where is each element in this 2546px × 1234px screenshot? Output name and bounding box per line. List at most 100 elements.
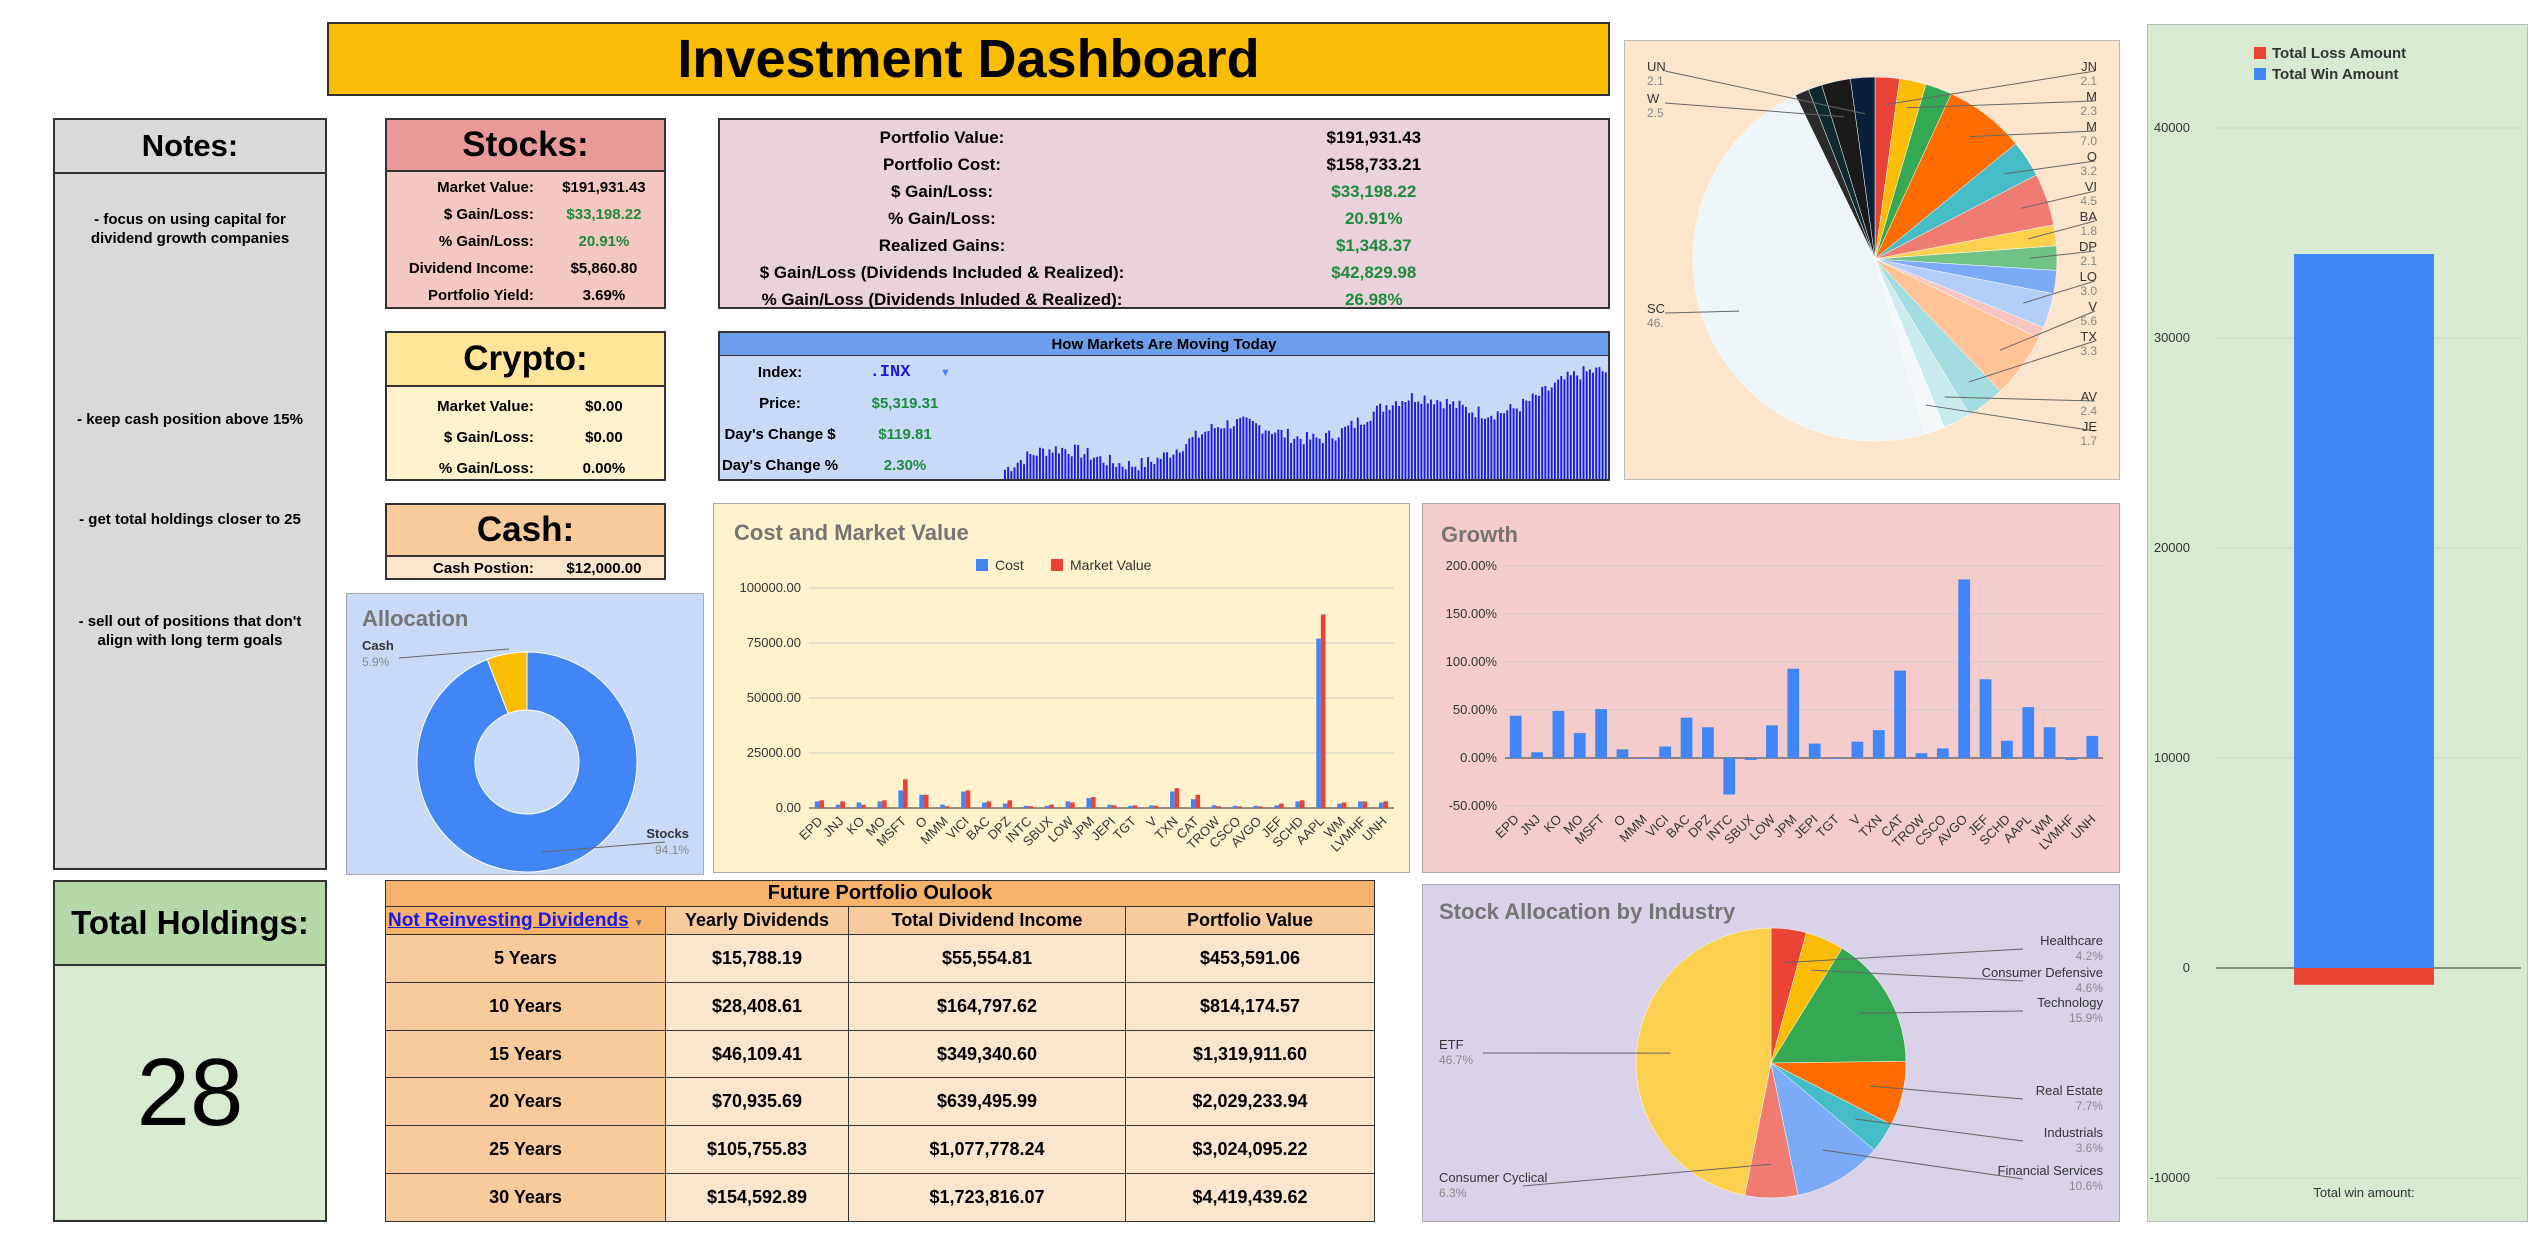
slice-label: Cash (362, 638, 394, 653)
table-row: 25 Years $105,755.83 $1,077,778.24 $3,024,0… (385, 1125, 1375, 1175)
value: $12,000.00 (566, 560, 642, 577)
market-bar (1464, 406, 1467, 479)
slice-pct: 3.6% (2076, 1141, 2104, 1155)
market-bar (1360, 424, 1362, 479)
market-bar (1388, 409, 1391, 479)
market-bar (1407, 400, 1410, 479)
y-tick-label: 50.00% (1453, 702, 1498, 717)
cell: $814,174.57 (1125, 981, 1375, 1031)
reinvest-dropdown-value: Not Reinvesting Dividends (388, 909, 629, 931)
total-gain-row: $ Gain/Loss (Dividends Included & Realiz… (720, 259, 1608, 286)
bar-tgt (1132, 805, 1138, 808)
cost-market-title: Cost and Market Value (734, 520, 969, 545)
market-bar (1029, 454, 1032, 479)
label: Day's Change $ (724, 426, 836, 443)
market-bar (1099, 456, 1102, 479)
x-tick-label: KO (843, 814, 867, 838)
bar-vici (965, 790, 971, 808)
growth-title: Growth (1441, 522, 1518, 547)
bar-mmm (940, 804, 945, 808)
slice-label: Consumer Cyclical (1439, 1170, 1547, 1185)
slice-label: W (1647, 91, 1660, 106)
bar-dpz (1007, 800, 1013, 808)
bar-lvmhf (1358, 801, 1363, 808)
market-bar (1385, 405, 1388, 479)
market-bar (1172, 454, 1175, 479)
market-bar (1315, 437, 1318, 479)
table-row: 5 Years $15,788.19 $55,554.81 $453,591.06 (385, 934, 1375, 983)
value: $33,198.22 (566, 206, 642, 223)
bar-jnj (835, 804, 841, 808)
bar-jepi (1111, 805, 1117, 808)
bar-unh (1378, 802, 1384, 808)
market-bar (1178, 452, 1181, 479)
cell: $154,592.89 (665, 1173, 849, 1222)
market-bar (1153, 464, 1156, 479)
market-bar (1379, 403, 1382, 479)
bar-vici (961, 791, 966, 808)
slice-pct: 2.5 (1647, 106, 1664, 120)
value: $42,829.98 (1331, 262, 1417, 282)
market-bar (1429, 399, 1432, 479)
market-bar (1185, 444, 1188, 479)
bar-schd (1299, 800, 1305, 808)
market-bar (1372, 411, 1375, 479)
leader-line (2029, 250, 2096, 259)
market-bar (1487, 417, 1490, 479)
reinvest-dropdown[interactable]: Not Reinvesting Dividends ▼ (385, 906, 666, 935)
market-bar (1236, 419, 1238, 479)
bar-jpm (1091, 797, 1096, 808)
market-bar (1426, 403, 1429, 479)
crypto-market-value-row: Market Value: $0.00 (387, 391, 664, 422)
bar-o (1616, 749, 1629, 758)
market-bar (1366, 421, 1369, 479)
y-tick-label: 75000.00 (747, 635, 801, 650)
label: % Gain/Loss: (438, 233, 534, 250)
slice-pct: 15.9% (2069, 1011, 2103, 1025)
portfolio-cost-row: Portfolio Cost: $158,733.21 (720, 151, 1608, 178)
market-bar (1293, 438, 1296, 479)
index-select[interactable]: .INX (869, 363, 911, 382)
market-sparkline-chart (1004, 366, 1607, 479)
bar-msft (898, 790, 904, 808)
value: 20.91% (578, 233, 630, 250)
y-tick-label: 40000 (2154, 120, 2190, 135)
bar-csco (1232, 805, 1238, 808)
slice-stocks (416, 651, 638, 873)
leader-line (1907, 100, 2096, 109)
cost-market-chart: 0.0025000.0050000.0075000.00100000.00EPD… (740, 557, 1394, 855)
total-holdings-label: Total Holdings: (55, 882, 325, 966)
value: $158,733.21 (1326, 154, 1422, 174)
market-bar (1474, 417, 1477, 479)
slice-pct: 6.3% (1439, 1186, 1467, 1200)
market-bar (1064, 449, 1067, 479)
bar-aapl (1320, 614, 1326, 808)
cell: $349,340.60 (848, 1029, 1126, 1079)
win-loss-panel: -10000 0 10000 20000 30000 40000 Total Loss Am… (2147, 24, 2528, 1222)
market-bar (1353, 427, 1356, 479)
market-bar (1023, 464, 1025, 479)
market-bar (1328, 430, 1331, 479)
market-bar (1395, 401, 1397, 479)
y-tick-label: 0.00% (1460, 750, 1497, 765)
market-bar (1544, 385, 1547, 479)
chevron-down-icon[interactable]: ▼ (940, 366, 951, 379)
row-label: 30 Years (385, 1173, 666, 1222)
bar-mo (1573, 733, 1586, 758)
y-tick-label: 10000 (2154, 750, 2190, 765)
market-bar (1080, 457, 1083, 479)
cost-market-panel: Cost and Market Value 0.00 25000.00 50000.… (713, 503, 1410, 873)
slice-label: M (2086, 89, 2097, 104)
market-bar (1499, 413, 1502, 479)
market-bar (1557, 379, 1560, 479)
market-bar (1251, 420, 1254, 479)
y-tick-label: 25000.00 (747, 745, 801, 760)
market-bar (1506, 410, 1509, 479)
market-bar (1585, 371, 1588, 479)
table-row: 20 Years $70,935.69 $639,495.99 $2,029,233.… (385, 1077, 1375, 1127)
value: $119.81 (878, 426, 932, 443)
slice-pct: 94.1% (655, 843, 689, 857)
bar-txn (1170, 791, 1175, 808)
bar-bac (981, 802, 987, 808)
